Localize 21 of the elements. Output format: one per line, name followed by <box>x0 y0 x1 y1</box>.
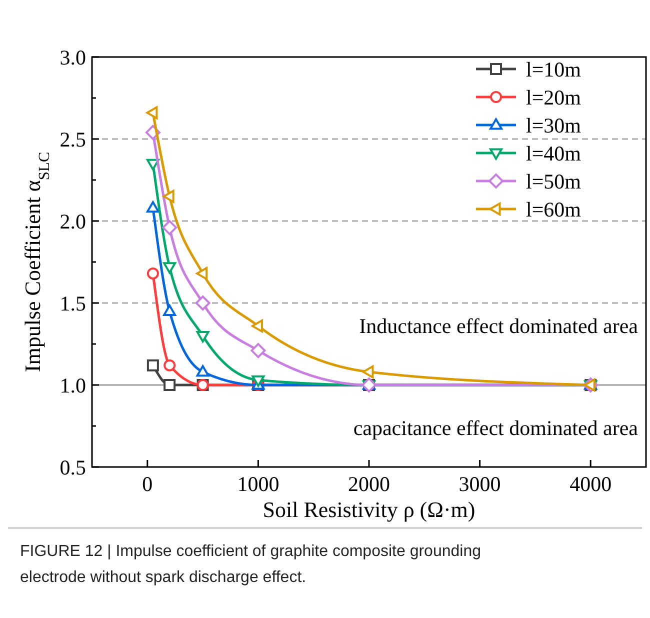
x-axis-title: Soil Resistivity ρ (Ω·m) <box>262 497 476 522</box>
legend-label: l=20m <box>526 85 582 110</box>
legend-label: l=60m <box>526 197 582 222</box>
y-tick-label: 1.0 <box>60 373 86 398</box>
legend-label: l=10m <box>526 57 582 82</box>
y-tick-label: 3.0 <box>60 45 86 70</box>
y-tick-label: 2.0 <box>60 209 86 234</box>
x-tick-label: 1000 <box>237 472 280 496</box>
annotation: Inductance effect dominated area <box>359 314 639 338</box>
annotation: capacitance effect dominated area <box>353 416 639 440</box>
y-tick-label: 1.5 <box>60 291 86 316</box>
legend-label: l=50m <box>526 169 582 194</box>
x-tick-label: 3000 <box>458 472 501 496</box>
legend-label: l=40m <box>526 141 582 166</box>
y-tick-label: 0.5 <box>60 455 86 480</box>
x-tick-label: 2000 <box>348 472 390 496</box>
x-tick-label: 4000 <box>570 472 612 496</box>
y-tick-label: 2.5 <box>60 127 86 152</box>
x-tick-label: 0 <box>142 472 153 496</box>
caption: FIGURE 12 | Impulse coefficient of graphite composite grounding electrode without spark discharge effect. <box>20 543 481 586</box>
legend-label: l=30m <box>526 113 582 138</box>
